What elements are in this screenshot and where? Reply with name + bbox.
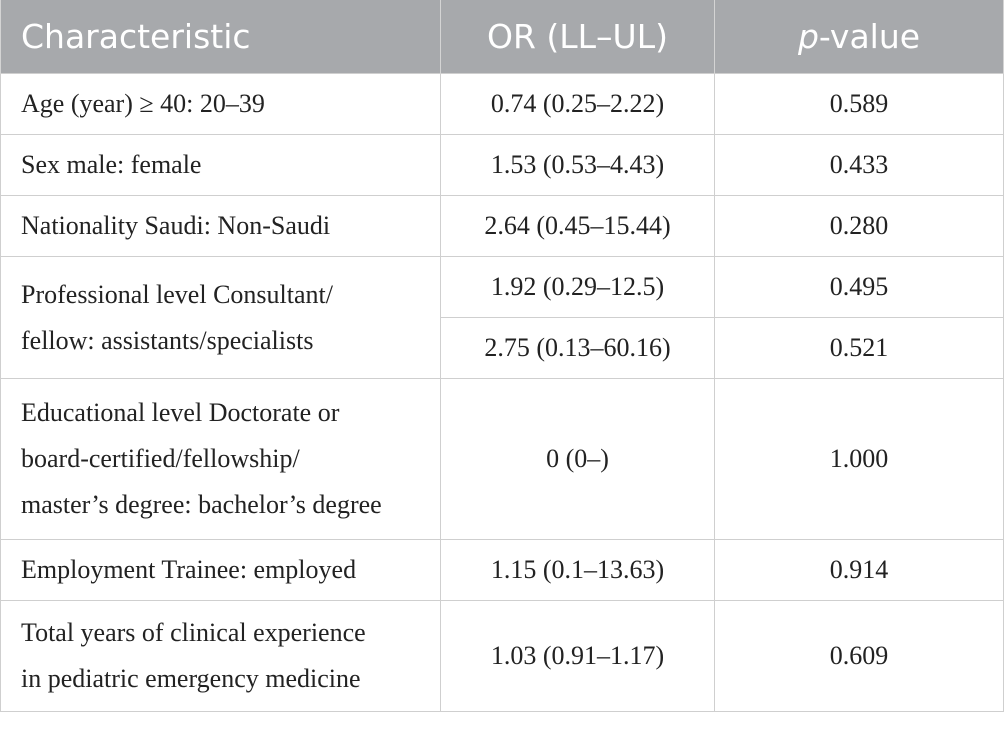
cell-line: fellow: assistants/specialists: [21, 325, 314, 355]
cell-or: 2.75 (0.13–60.16): [440, 317, 715, 379]
cell-line: board-certified/fellowship/: [21, 444, 300, 473]
cell-line: master’s degree: bachelor’s degree: [21, 490, 382, 519]
cell-p: 0.521: [714, 317, 1004, 379]
cell-or: 1.92 (0.29–12.5): [440, 256, 715, 318]
cell-or: 0.74 (0.25–2.22): [440, 73, 715, 135]
cell-line: Professional level Consultant/: [21, 279, 333, 309]
cell-line: Educational level Doctorate or: [21, 398, 340, 427]
table-row: Sex male: female 1.53 (0.53–4.43) 0.433: [0, 134, 1004, 196]
cell-p: 0.589: [714, 73, 1004, 135]
cell-p: 0.609: [714, 600, 1004, 712]
header-row: Characteristic OR (LL–UL) p-value: [0, 0, 1004, 74]
table-row: Age (year) ≥ 40: 20–39 0.74 (0.25–2.22) …: [0, 73, 1004, 135]
cell-characteristic: Age (year) ≥ 40: 20–39: [0, 73, 441, 135]
cell-p: 0.280: [714, 195, 1004, 257]
cell-characteristic: Professional level Consultant/ fellow: a…: [0, 256, 441, 379]
header-p-value: p-value: [714, 0, 1004, 74]
cell-or: 1.53 (0.53–4.43): [440, 134, 715, 196]
cell-or: 1.15 (0.1–13.63): [440, 539, 715, 601]
header-or: OR (LL–UL): [440, 0, 715, 74]
results-table: Characteristic OR (LL–UL) p-value Age (y…: [0, 0, 1004, 712]
cell-p: 0.433: [714, 134, 1004, 196]
cell-or: 0 (0–): [440, 378, 715, 540]
cell-or: 1.03 (0.91–1.17): [440, 600, 715, 712]
table-row: Employment Trainee: employed 1.15 (0.1–1…: [0, 539, 1004, 601]
table-row: Total years of clinical experience in pe…: [0, 600, 1004, 712]
cell-characteristic: Employment Trainee: employed: [0, 539, 441, 601]
cell-p: 1.000: [714, 378, 1004, 540]
cell-characteristic: Total years of clinical experience in pe…: [0, 600, 441, 712]
cell-characteristic: Nationality Saudi: Non-Saudi: [0, 195, 441, 257]
cell-characteristic: Educational level Doctorate or board-cer…: [0, 378, 441, 540]
cell-line: Total years of clinical experience: [21, 618, 366, 647]
header-p-italic: p: [797, 17, 819, 56]
table-row: Nationality Saudi: Non-Saudi 2.64 (0.45–…: [0, 195, 1004, 257]
cell-characteristic: Sex male: female: [0, 134, 441, 196]
cell-p: 0.495: [714, 256, 1004, 318]
cell-p: 0.914: [714, 539, 1004, 601]
cell-line: in pediatric emergency medicine: [21, 664, 361, 693]
cell-or: 2.64 (0.45–15.44): [440, 195, 715, 257]
table-row: 2.75 (0.13–60.16) 0.521: [1, 317, 1004, 379]
header-characteristic: Characteristic: [0, 0, 441, 74]
table-row: Professional level Consultant/ fellow: a…: [0, 256, 1004, 379]
header-p-rest: -value: [818, 17, 921, 56]
table-row: Educational level Doctorate or board-cer…: [0, 378, 1004, 540]
